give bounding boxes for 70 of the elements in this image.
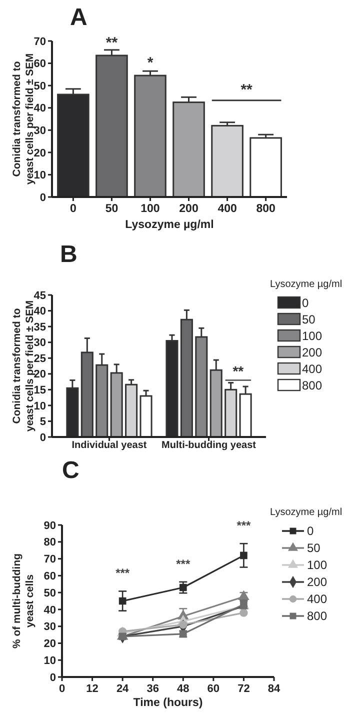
x-tick-label: 72	[238, 683, 250, 695]
y-tick-label: 10	[34, 170, 46, 182]
y-axis-title: % of multi-budding yeast cells	[11, 553, 36, 649]
y-tick-label: 70	[44, 554, 56, 566]
x-tick-label: 400	[218, 203, 237, 215]
legend-label: 800	[307, 609, 328, 624]
legend-label: 50	[307, 541, 321, 556]
x-tick-label: 60	[207, 683, 220, 695]
legend-label: 200	[307, 575, 328, 590]
x-axis-title: Lysozyme µg/ml	[125, 219, 214, 231]
y-tick-label: 40	[34, 306, 46, 318]
y-tick-label: 50	[34, 80, 46, 92]
y-tick-label: 60	[34, 58, 46, 70]
y-tick-label: 60	[44, 570, 56, 583]
y-tick-label: 20	[44, 638, 56, 650]
y-tick-label: 15	[34, 384, 46, 397]
x-tick-label: 0	[70, 203, 76, 215]
x-tick-label: 24	[116, 683, 130, 695]
y-tick-label: 20	[34, 368, 46, 381]
y-tick-label: 70	[34, 36, 46, 48]
y-tick-label: 50	[44, 587, 56, 600]
y-tick-label: 45	[34, 290, 46, 302]
x-tick-label: 50	[105, 203, 118, 215]
x-tick-label: 36	[146, 683, 159, 695]
x-axis-title: Time (hours)	[133, 697, 203, 709]
legend-label: 800	[302, 378, 322, 393]
y-tick-label: 0	[40, 192, 46, 204]
legend-title: Lysozyme µg/ml	[270, 279, 342, 290]
x-tick-label: 0	[58, 683, 66, 695]
legend-title: Lysozyme µg/ml	[270, 507, 342, 518]
legend-label: 50	[302, 312, 316, 327]
chart-title: A	[70, 4, 88, 31]
x-tick-label: Individual yeast	[72, 440, 148, 451]
annotation: *	[147, 54, 154, 72]
y-tick-label: 10	[44, 654, 56, 667]
x-tick-label: 48	[177, 683, 190, 695]
annotation: **	[106, 34, 118, 52]
y-tick-label: 80	[44, 536, 56, 549]
y-tick-label: 5	[40, 416, 46, 428]
x-tick-label: 12	[86, 683, 98, 695]
y-tick-label: 20	[34, 147, 46, 160]
x-tick-label: 84	[268, 683, 281, 695]
legend-label: 400	[302, 362, 322, 376]
y-tick-label: 30	[44, 621, 56, 634]
y-tick-label: 40	[34, 102, 46, 115]
annotation: ***	[116, 566, 130, 580]
y-tick-label: 25	[34, 352, 46, 365]
annotation: **	[240, 81, 253, 98]
y-tick-label: 30	[34, 337, 46, 350]
y-tick-label: 0	[50, 672, 56, 684]
x-tick-label: 800	[256, 203, 276, 215]
x-tick-label: 100	[140, 203, 160, 215]
chart-title: B	[60, 241, 78, 268]
x-tick-label: 200	[179, 203, 198, 215]
chart-title: C	[62, 457, 80, 484]
annotation: ***	[176, 556, 190, 571]
annotation: ***	[236, 518, 252, 533]
legend-label: 0	[307, 524, 314, 538]
legend-label: 100	[307, 558, 328, 572]
y-tick-label: 35	[34, 321, 46, 334]
x-tick-label: Multi-budding yeast	[162, 440, 257, 451]
legend-label: 400	[307, 592, 328, 606]
y-tick-label: 30	[34, 124, 46, 137]
y-tick-label: 90	[44, 520, 56, 532]
legend-label: 0	[302, 296, 309, 310]
y-tick-label: 40	[44, 604, 56, 616]
annotation: **	[232, 363, 244, 380]
legend-label: 100	[302, 329, 322, 344]
y-tick-label: 10	[34, 400, 46, 412]
legend-label: 200	[302, 346, 322, 360]
